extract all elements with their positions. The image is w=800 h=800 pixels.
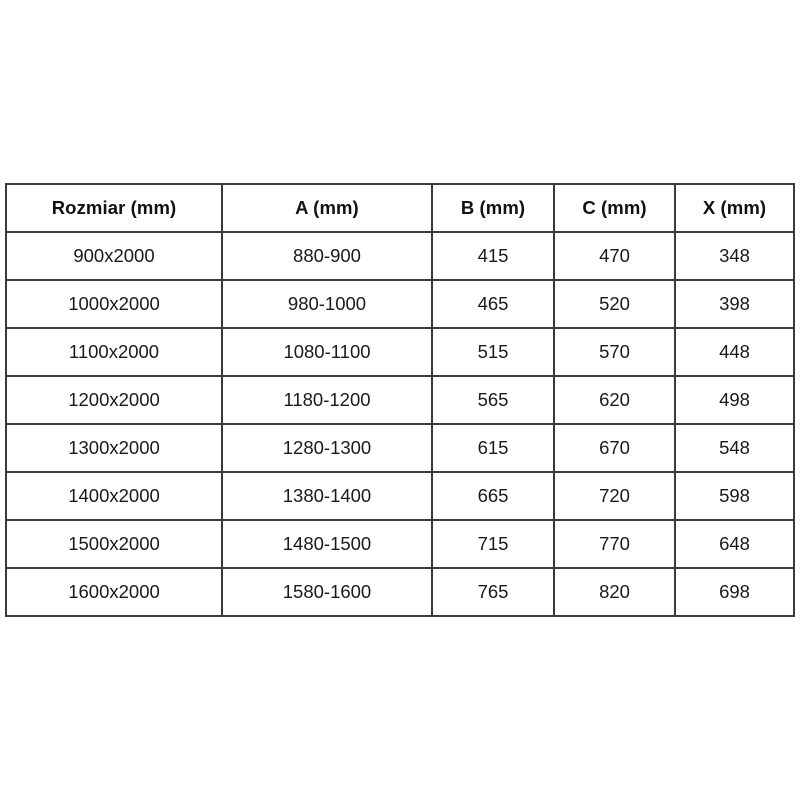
- cell-size: 1400x2000: [5, 471, 223, 521]
- cell-size: 1500x2000: [5, 519, 223, 569]
- cell-size: 1300x2000: [5, 423, 223, 473]
- table-header: Rozmiar (mm) A (mm) B (mm) C (mm) X (mm): [5, 183, 795, 233]
- spec-table: Rozmiar (mm) A (mm) B (mm) C (mm) X (mm)…: [5, 183, 795, 617]
- cell-a: 1580-1600: [221, 567, 433, 617]
- cell-c: 520: [553, 279, 676, 329]
- cell-a: 1480-1500: [221, 519, 433, 569]
- spec-table-container: Rozmiar (mm) A (mm) B (mm) C (mm) X (mm)…: [5, 183, 795, 617]
- column-header-x: X (mm): [674, 183, 795, 233]
- cell-size: 1100x2000: [5, 327, 223, 377]
- cell-x: 348: [674, 231, 795, 281]
- column-header-size: Rozmiar (mm): [5, 183, 223, 233]
- column-header-b: B (mm): [431, 183, 555, 233]
- cell-b: 415: [431, 231, 555, 281]
- table-row: 900x2000 880-900 415 470 348: [5, 231, 795, 281]
- cell-x: 698: [674, 567, 795, 617]
- cell-b: 665: [431, 471, 555, 521]
- column-header-a: A (mm): [221, 183, 433, 233]
- table-body: 900x2000 880-900 415 470 348 1000x2000 9…: [5, 231, 795, 617]
- table-row: 1400x2000 1380-1400 665 720 598: [5, 471, 795, 521]
- cell-x: 498: [674, 375, 795, 425]
- cell-c: 720: [553, 471, 676, 521]
- cell-b: 615: [431, 423, 555, 473]
- cell-c: 470: [553, 231, 676, 281]
- cell-size: 1200x2000: [5, 375, 223, 425]
- table-row: 1100x2000 1080-1100 515 570 448: [5, 327, 795, 377]
- cell-a: 880-900: [221, 231, 433, 281]
- cell-c: 570: [553, 327, 676, 377]
- cell-c: 670: [553, 423, 676, 473]
- table-row: 1300x2000 1280-1300 615 670 548: [5, 423, 795, 473]
- table-row: 1000x2000 980-1000 465 520 398: [5, 279, 795, 329]
- cell-x: 648: [674, 519, 795, 569]
- cell-x: 598: [674, 471, 795, 521]
- cell-a: 980-1000: [221, 279, 433, 329]
- cell-b: 465: [431, 279, 555, 329]
- cell-c: 620: [553, 375, 676, 425]
- cell-a: 1180-1200: [221, 375, 433, 425]
- cell-b: 765: [431, 567, 555, 617]
- cell-c: 820: [553, 567, 676, 617]
- cell-a: 1280-1300: [221, 423, 433, 473]
- cell-x: 548: [674, 423, 795, 473]
- cell-x: 398: [674, 279, 795, 329]
- cell-size: 1000x2000: [5, 279, 223, 329]
- cell-x: 448: [674, 327, 795, 377]
- cell-a: 1380-1400: [221, 471, 433, 521]
- cell-b: 565: [431, 375, 555, 425]
- cell-c: 770: [553, 519, 676, 569]
- cell-a: 1080-1100: [221, 327, 433, 377]
- column-header-c: C (mm): [553, 183, 676, 233]
- cell-b: 515: [431, 327, 555, 377]
- table-row: 1600x2000 1580-1600 765 820 698: [5, 567, 795, 617]
- cell-b: 715: [431, 519, 555, 569]
- table-header-row: Rozmiar (mm) A (mm) B (mm) C (mm) X (mm): [5, 183, 795, 233]
- cell-size: 900x2000: [5, 231, 223, 281]
- cell-size: 1600x2000: [5, 567, 223, 617]
- table-row: 1500x2000 1480-1500 715 770 648: [5, 519, 795, 569]
- table-row: 1200x2000 1180-1200 565 620 498: [5, 375, 795, 425]
